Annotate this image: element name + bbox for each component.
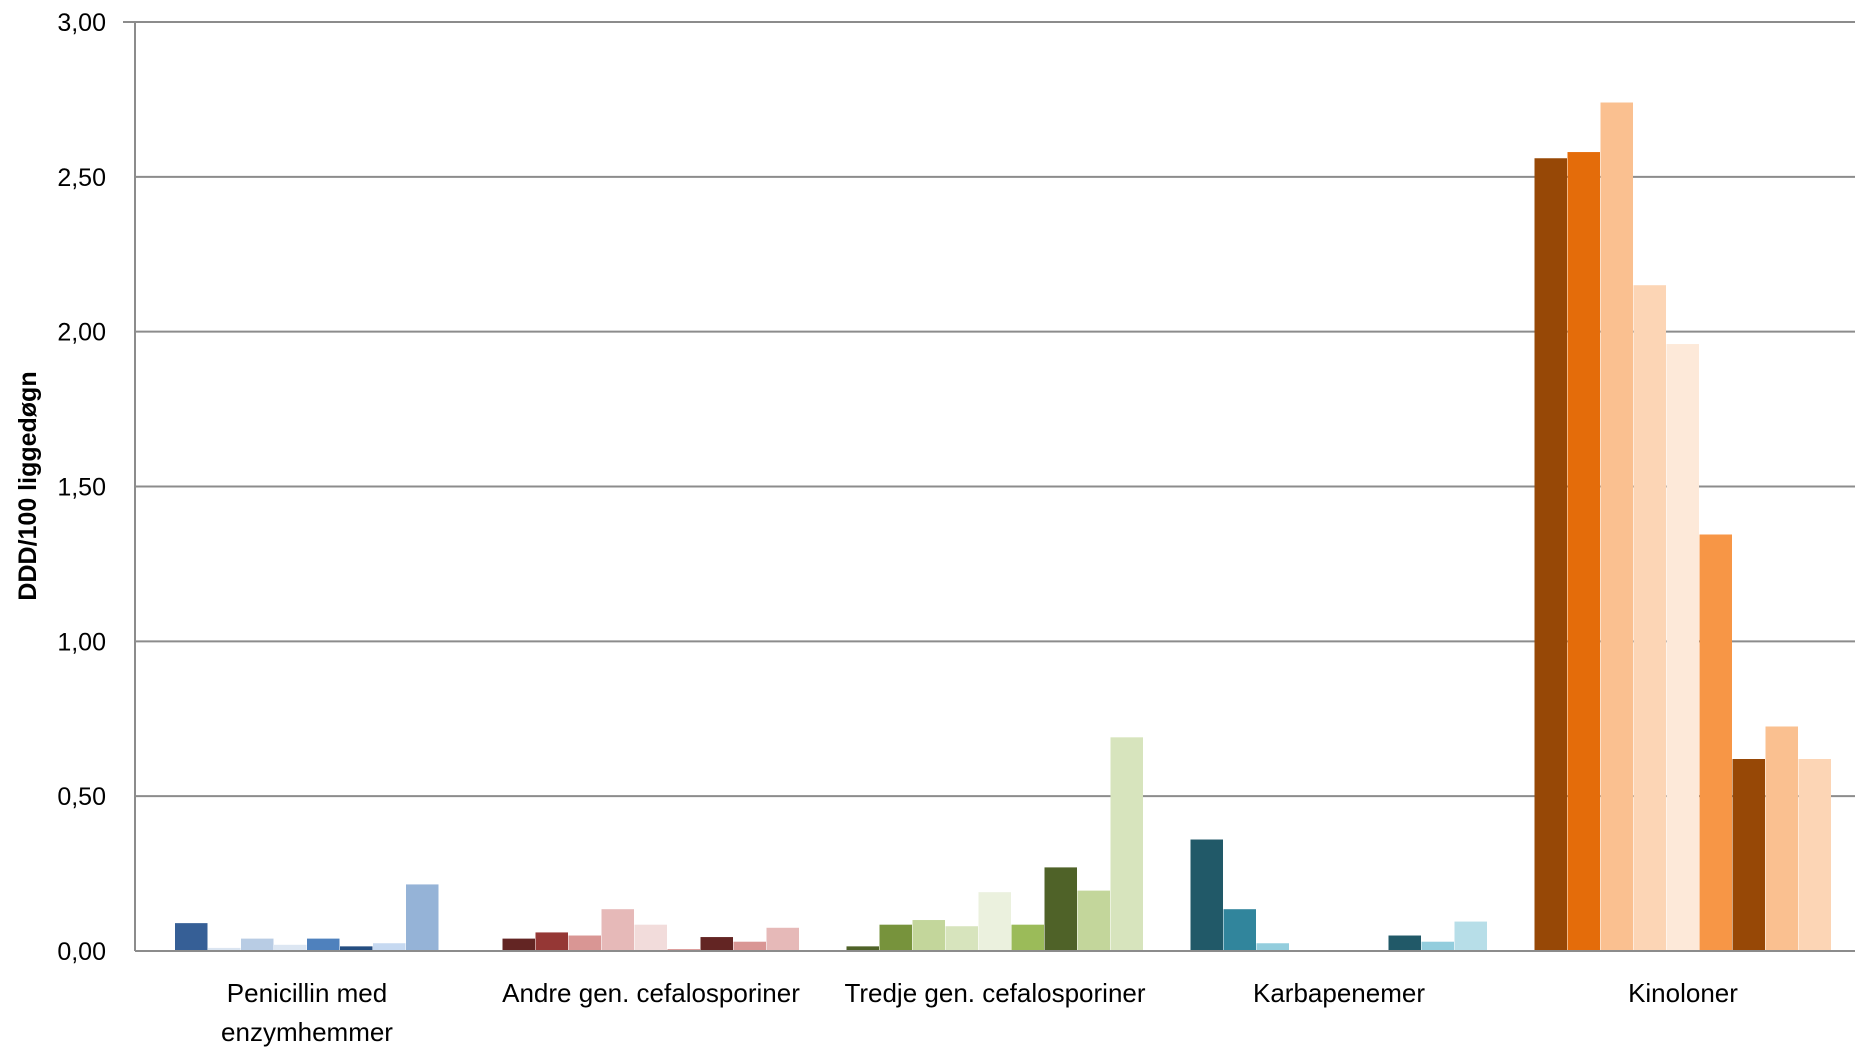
bar — [1733, 759, 1766, 951]
y-tick-label: 0,50 — [57, 783, 106, 811]
bar — [701, 937, 734, 951]
x-category-label: Andre gen. cefalosporiner — [502, 978, 800, 1008]
y-tick-label: 1,50 — [57, 474, 106, 502]
bar — [406, 884, 439, 951]
bar — [1568, 152, 1601, 951]
bar — [307, 939, 340, 951]
x-category-label: Karbapenemer — [1253, 978, 1425, 1008]
x-category-label: Tredje gen. cefalosporiner — [844, 978, 1145, 1008]
bar — [880, 925, 913, 951]
bar — [635, 925, 668, 951]
bar — [1799, 759, 1832, 951]
bar — [1634, 285, 1667, 951]
x-category-label: Kinoloner — [1628, 978, 1738, 1008]
bar — [913, 920, 946, 951]
y-tick-label: 2,00 — [57, 319, 106, 347]
bar — [1700, 534, 1733, 951]
bar — [1389, 936, 1422, 951]
bar — [1601, 103, 1634, 951]
bar — [1766, 726, 1799, 951]
bar — [175, 923, 208, 951]
bar — [241, 939, 274, 951]
bar — [1078, 891, 1111, 951]
bars — [175, 103, 1831, 951]
bar — [1535, 158, 1568, 951]
bar — [1224, 909, 1257, 951]
category-labels: Penicillin med enzymhemmer Andre gen. cefa… — [221, 978, 1738, 1047]
bar — [1012, 925, 1045, 951]
bar — [734, 942, 767, 951]
y-axis-title: DDD/100 liggedøgn — [14, 371, 42, 600]
bar — [602, 909, 635, 951]
x-category-label: Penicillin med — [227, 978, 387, 1008]
y-tick-label: 3,00 — [57, 9, 106, 37]
bar — [1191, 840, 1224, 951]
x-category-label: enzymhemmer — [221, 1017, 393, 1047]
bar — [1422, 942, 1455, 951]
bar — [1111, 737, 1144, 951]
bar — [979, 892, 1012, 951]
y-axis-tick-labels: 0,00 0,50 1,00 1,50 2,00 2,50 3,00 — [57, 9, 106, 966]
bar — [1455, 922, 1488, 951]
bar — [536, 932, 569, 951]
bar — [503, 939, 536, 951]
bar — [1045, 867, 1078, 951]
y-tick-label: 0,00 — [57, 938, 106, 966]
bar — [946, 926, 979, 951]
y-tick-label: 1,00 — [57, 628, 106, 656]
bar — [373, 943, 406, 951]
y-tick-label: 2,50 — [57, 164, 106, 192]
bar — [1257, 943, 1290, 951]
bar — [767, 928, 800, 951]
bar — [569, 936, 602, 951]
bar — [1667, 344, 1700, 951]
